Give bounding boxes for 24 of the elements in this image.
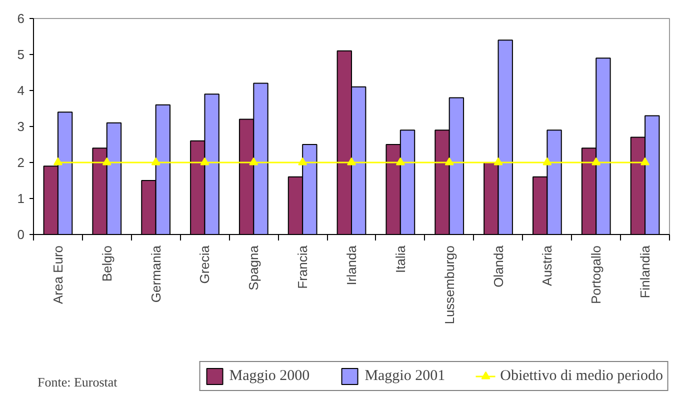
x-tick-label: Finlandia [638,244,653,298]
x-tick-label: Olanda [490,244,506,288]
legend-label: Obiettivo di medio periodo [500,368,663,384]
x-tick-label: Germania [148,244,164,303]
x-tick-label: Spagna [246,244,262,290]
y-tick-label: 6 [17,11,25,26]
x-tick-label: Francia [295,244,310,289]
y-tick-label: 1 [17,191,25,206]
legend-label: Maggio 2001 [364,368,446,384]
legend-label: Maggio 2000 [229,368,310,384]
x-tick-label: Portogallo [588,245,604,304]
x-tick-label: Lussemburgo [442,245,457,324]
x-tick-label: Belgio [99,245,114,282]
y-tick-label: 2 [17,155,25,170]
x-tick-label: Austria [540,244,555,286]
y-tick-label: 4 [17,83,25,98]
y-tick-label: 3 [17,119,25,134]
source-note: Fonte: Eurostat [38,374,118,390]
y-tick-label: 0 [17,227,25,242]
x-tick-label: Area Euro [50,245,66,304]
x-tick-label: Grecia [197,244,212,284]
y-tick-label: 5 [17,47,25,62]
x-tick-label: Irlanda [344,244,359,286]
x-tick-label: Italia [392,244,408,273]
